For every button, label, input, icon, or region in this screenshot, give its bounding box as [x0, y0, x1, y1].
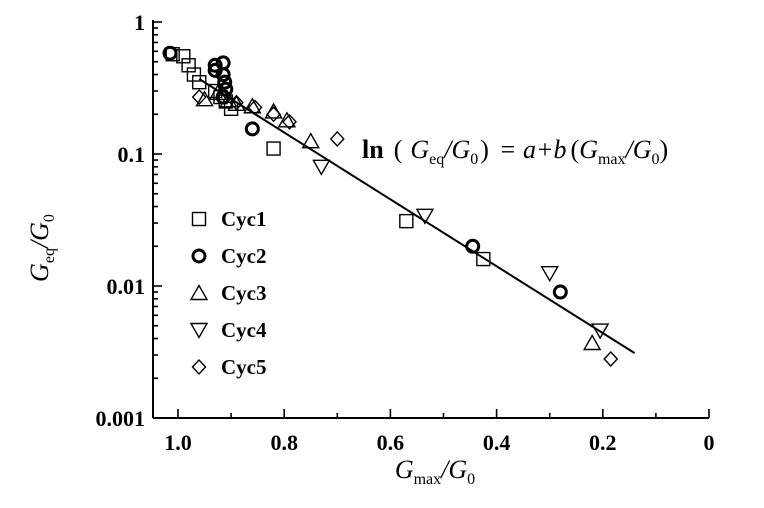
data-point-circle: [207, 57, 223, 73]
data-point-triangle-down: [540, 266, 559, 283]
legend-label: Cyc3: [221, 281, 267, 305]
y-tick-label: 0.1: [118, 142, 146, 167]
data-point-triangle-up: [208, 84, 228, 101]
data-point-square: [399, 213, 414, 229]
data-point-square: [181, 58, 196, 73]
data-point-diamond: [329, 130, 345, 147]
x-tick-label: 0.2: [589, 430, 617, 455]
legend: Cyc1 Cyc2 Cyc3 Cyc4 Cyc5: [189, 207, 267, 379]
fit-line-group: [198, 78, 636, 354]
data-point-square: [476, 251, 491, 267]
legend-label: Cyc2: [221, 244, 267, 268]
data-points: [162, 45, 619, 368]
data-point-diamond: [266, 106, 282, 123]
regression-line: [198, 78, 636, 354]
data-point-triangle-up: [277, 111, 297, 128]
data-point-circle: [244, 121, 260, 137]
axes: 1 0.1 0.01 0.001 1.0 0.8 0.6 0.4 0.2 0: [96, 10, 715, 455]
legend-label: Cyc5: [221, 355, 267, 379]
x-tick-label: 0.8: [270, 430, 298, 455]
data-point-diamond: [228, 94, 244, 111]
data-point-square: [186, 67, 202, 82]
data-point-square: [192, 74, 207, 90]
series-cyc2: [162, 45, 568, 300]
data-point-circle: [552, 284, 568, 300]
y-tick-label: 0.01: [107, 274, 146, 299]
data-point-triangle-up: [582, 334, 602, 351]
data-point-triangle-up: [195, 90, 214, 107]
y-axis-title: Geq/G0: [25, 214, 58, 282]
x-tick-label: 1.0: [164, 430, 192, 455]
legend-label: Cyc4: [221, 318, 267, 342]
data-point-triangle-down: [590, 323, 610, 340]
series-cyc4: [312, 159, 610, 340]
legend-marker-circle: [191, 248, 207, 264]
legend-marker-triangle-down: [189, 322, 209, 339]
y-tick-label: 0.001: [96, 406, 146, 431]
legend-marker-triangle-up: [189, 284, 209, 301]
data-point-triangle-down: [312, 159, 331, 176]
x-tick-label: 0: [704, 430, 715, 455]
x-axis-title: Gmax/G0: [395, 455, 475, 488]
legend-label: Cyc1: [221, 207, 267, 231]
x-tick-label: 0.4: [483, 430, 511, 455]
data-point-circle: [465, 238, 481, 254]
data-point-circle: [217, 74, 233, 90]
y-tick-label: 1: [134, 10, 145, 35]
data-point-triangle-up: [243, 97, 262, 114]
legend-marker-square: [191, 211, 207, 227]
x-tick-label: 0.6: [377, 430, 405, 455]
data-point-diamond: [191, 89, 207, 106]
fit-equation: ln(Geq/G0) = a+b (Gmax/G0): [362, 135, 668, 168]
data-point-triangle-down: [415, 208, 435, 225]
data-point-circle: [215, 67, 231, 83]
data-point-square: [266, 141, 281, 156]
series-cyc5: [191, 89, 619, 368]
legend-marker-diamond: [191, 358, 207, 376]
data-point-triangle-up: [301, 132, 320, 149]
data-point-diamond: [282, 113, 297, 130]
data-point-circle: [162, 45, 178, 61]
data-point-diamond: [247, 99, 263, 116]
data-point-diamond: [603, 350, 619, 368]
